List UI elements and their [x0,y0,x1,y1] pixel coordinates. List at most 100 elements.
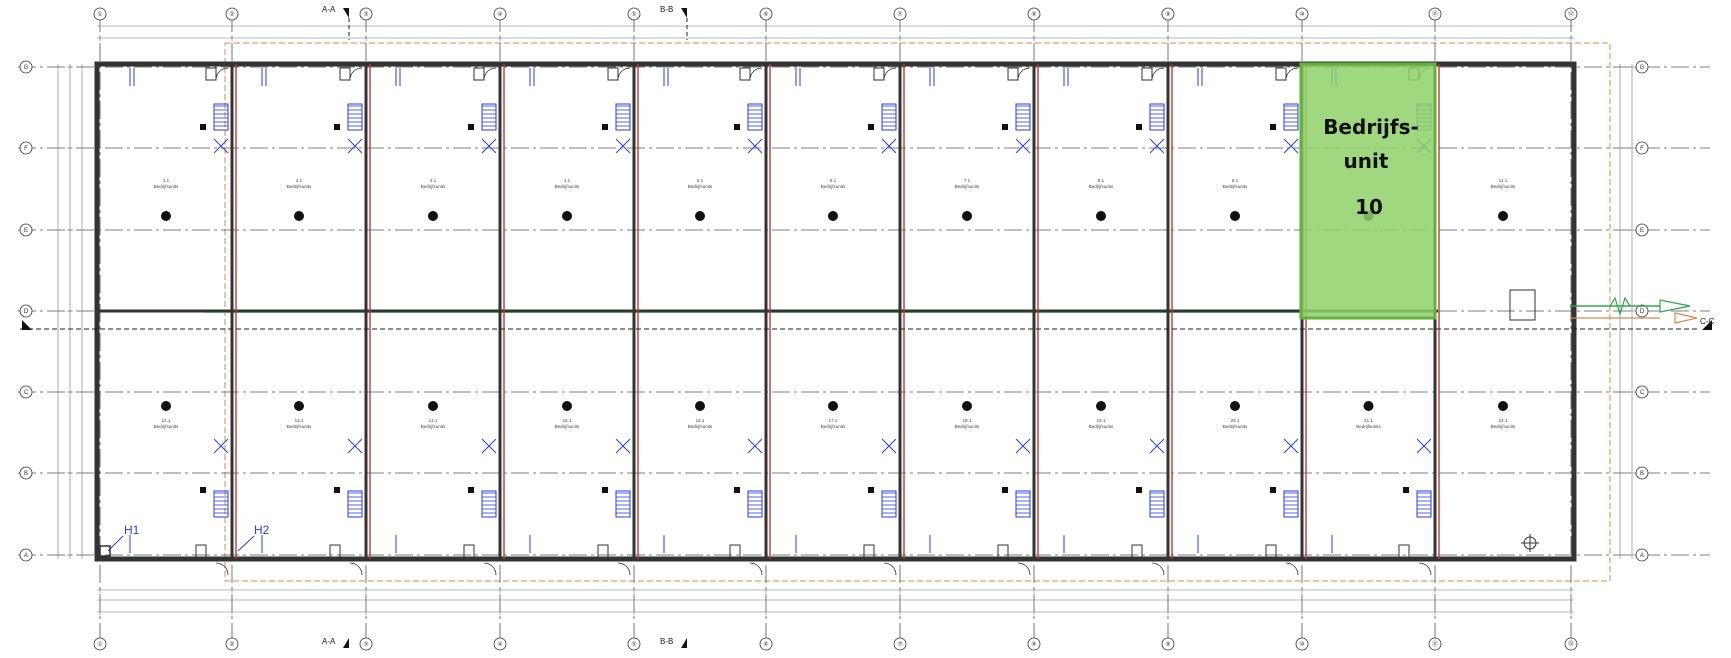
staircase-icon [1149,138,1165,154]
staircase-icon [1283,103,1299,131]
door-swing-icon [1398,544,1410,558]
axis-bubble-row [19,385,33,399]
door-swing-icon [1007,67,1019,81]
axis-label-col-11: ⑪ [1432,640,1438,648]
axis-bubble-col [1295,7,1309,21]
axis-label-col-3: ③ [363,11,368,18]
unit-sub-label: Bedrijfsunits [421,424,446,429]
door-swing-icon [873,67,885,81]
axis-bubble-col [93,7,107,21]
door-swing-icon [863,544,875,558]
axis-bubble-row [1635,60,1649,74]
axis-label-col-2: ② [229,641,234,648]
section-marker-bb-top: B-B [660,5,688,40]
unit-label-top-5: 5.1 [697,178,704,183]
unit-sub-label: Bedrijfsunits [555,184,580,189]
unit-label-top-7: 7.1 [964,178,971,183]
unit-label-bottom-10: 21.1 [1364,418,1373,423]
door-swing-icon [349,67,363,81]
axis-bubble-col [225,7,239,21]
axis-bubble-col [1428,7,1442,21]
fire-extinguisher-icon [334,487,340,493]
fire-extinguisher-icon [868,124,874,130]
light-icon [161,211,171,221]
staircase-icon [747,490,763,518]
axis-label-col-10: ⑩ [1299,641,1304,648]
hydrant-icon [99,545,111,557]
axis-label-col-1: ① [97,641,102,648]
door-swing-icon [749,67,763,81]
fire-extinguisher-icon [734,487,740,493]
unit-label-bottom-5: 16.1 [696,418,705,423]
door-swing-icon [597,544,609,558]
staircase-icon [347,438,363,454]
fire-extinguisher-icon [1136,487,1142,493]
staircase-icon [881,490,897,518]
light-icon [1096,211,1106,221]
staircase-icon [1149,103,1165,131]
axis-bubble-row [19,60,33,74]
fire-extinguisher-icon [602,487,608,493]
door-swing-icon [215,562,229,576]
staircase-icon [1149,438,1165,454]
section-label-aa-bottom: A-A [322,637,336,646]
staircase-icon [1283,138,1299,154]
light-icon [294,401,304,411]
unit-sub-label: Bedrijfsunits [421,184,446,189]
axis-bubble-col [1564,7,1578,21]
section-label-bb-bottom: B-B [660,637,673,646]
light-icon [294,211,304,221]
door-swing-icon [339,67,351,81]
light-icon [828,401,838,411]
unit-sub-label: Bedrijfsunits [1089,424,1114,429]
unit-sub-label: Bedrijfsunits [1491,184,1516,189]
unit-label-top-4: 4.1 [564,178,571,183]
fire-extinguisher-icon [734,124,740,130]
hydrant-h1: H1 [99,523,140,557]
staircase-icon [1015,103,1031,131]
fire-extinguisher-icon [468,124,474,130]
section-arrow-icon [681,8,687,18]
axis-label-col-6: ⑥ [763,11,768,18]
axis-label-col-8: ⑧ [1031,641,1036,648]
door-swing-icon [1131,544,1143,558]
unit-sub-label: Bedrijfsunits [154,424,179,429]
door-swing-icon [607,67,619,81]
light-icon [695,401,705,411]
axis-label-row-2: F [1640,146,1644,152]
section-label-cc: C-C [1700,317,1714,326]
section-arrow-icon [1702,320,1712,330]
light-icon [962,401,972,411]
axis-bubble-col [627,7,641,21]
unit-label-top-3: 3.1 [430,178,437,183]
axis-bubble-col [759,7,773,21]
fixtures [129,67,1432,576]
staircase-icon [1015,138,1031,154]
door-swing-icon [1285,67,1299,81]
unit-labels: 1.1Bedrijfsunits12.1Bedrijfsunits2.1Bedr… [154,178,1516,429]
staircase-icon [481,438,497,454]
door-swing-icon [883,562,897,576]
unit-label-bottom-3: 14.1 [429,418,438,423]
staircase-icon [747,138,763,154]
section-arrow-icon [343,638,349,648]
staircase-icon [213,490,229,518]
axis-bubble-row [1635,141,1649,155]
highlighted-unit-10[interactable] [1299,62,1437,320]
unit-label-bottom-9: 20.1 [1231,418,1240,423]
door-swing-icon [1285,562,1299,576]
door-swing-icon [1265,544,1277,558]
staircase-icon [881,438,897,454]
axis-bubble-col [225,637,239,651]
section-label-bb-top: B-B [660,5,673,14]
hydrant-label-h2: H2 [254,523,270,537]
axis-label-col-3: ③ [363,641,368,648]
light-icon [1230,211,1240,221]
unit-label-top-9: 9.1 [1232,178,1239,183]
door-swing-icon [473,67,485,81]
staircase-icon [347,138,363,154]
axis-label-col-10: ⑩ [1299,11,1304,18]
staircase-icon [1149,490,1165,518]
axis-bubble-col [1161,7,1175,21]
